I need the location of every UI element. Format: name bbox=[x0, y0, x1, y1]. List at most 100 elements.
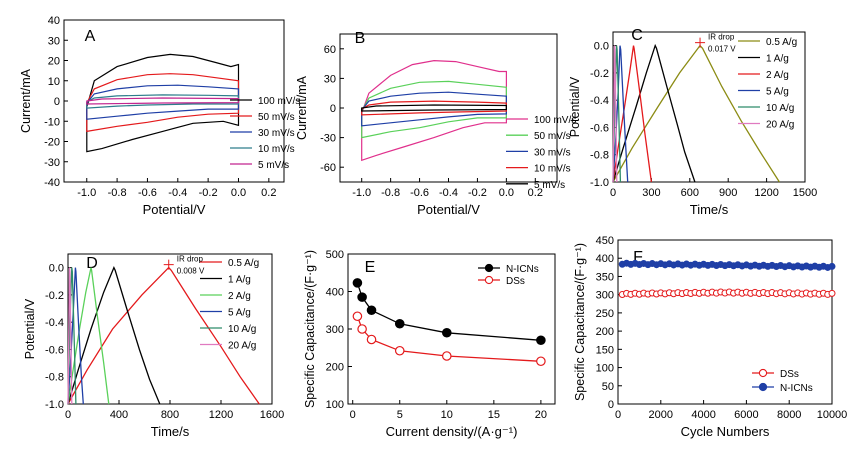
y-tick-label: -0.4 bbox=[590, 95, 609, 107]
series-line bbox=[67, 267, 77, 405]
data-point bbox=[828, 262, 836, 270]
y-tick-label: 250 bbox=[596, 308, 614, 320]
legend-label: 5 mV/s bbox=[534, 180, 565, 191]
legend-label: 5 A/g bbox=[766, 87, 789, 98]
y-tick-label: 400 bbox=[326, 287, 344, 299]
x-tick-label: -0.6 bbox=[410, 187, 429, 199]
x-tick-label: -0.4 bbox=[439, 187, 458, 199]
series-line bbox=[612, 45, 618, 183]
x-tick-label: 1600 bbox=[260, 409, 284, 421]
cv-curve bbox=[361, 100, 507, 116]
x-tick-label: -0.4 bbox=[168, 187, 187, 199]
y-tick-label: -30 bbox=[44, 157, 60, 169]
legend-label: N-ICNs bbox=[506, 264, 539, 275]
legend-label: 2 A/g bbox=[228, 291, 251, 302]
annotation-text: IR drop bbox=[177, 255, 204, 264]
legend-label: 5 A/g bbox=[228, 308, 251, 319]
y-tick-label: 0 bbox=[54, 96, 60, 108]
legend-marker bbox=[758, 382, 768, 392]
x-tick-label: 6000 bbox=[734, 409, 758, 421]
legend-label: 20 A/g bbox=[228, 341, 256, 352]
x-tick-label: 2000 bbox=[649, 409, 673, 421]
data-point bbox=[536, 335, 546, 346]
y-axis-label: Specific Capacitance/(F·g⁻¹) bbox=[573, 243, 587, 401]
x-tick-label: 10 bbox=[441, 409, 453, 421]
x-axis-label: Time/s bbox=[151, 424, 190, 439]
annotation-text: 0.017 V bbox=[708, 45, 736, 54]
cv-curve bbox=[86, 97, 240, 105]
legend-label: N-ICNs bbox=[780, 383, 813, 394]
y-tick-label: -0.2 bbox=[45, 290, 64, 302]
x-tick-label: -1.0 bbox=[77, 187, 96, 199]
x-tick-label: 5 bbox=[397, 409, 403, 421]
y-tick-label: -0.4 bbox=[45, 317, 64, 329]
x-tick-label: 0.0 bbox=[231, 187, 246, 199]
y-tick-label: 300 bbox=[596, 290, 614, 302]
panel-C: 0 300 600 900 1200 1500 -1.0 -0.8 -0.6 -0.4 -0.2 0.… bbox=[568, 27, 817, 217]
series-line bbox=[67, 266, 260, 405]
y-tick-label: -40 bbox=[44, 177, 60, 189]
legend-label: 20 A/g bbox=[766, 120, 794, 131]
cv-curve bbox=[86, 94, 240, 109]
x-axis-label: Potential/V bbox=[143, 202, 206, 217]
plot-frame bbox=[339, 33, 558, 183]
x-tick-label: 8000 bbox=[777, 409, 801, 421]
plot-area bbox=[352, 278, 546, 367]
x-tick-label: 0 bbox=[610, 187, 616, 199]
legend-label: 100 mV/s bbox=[258, 96, 300, 107]
legend-marker bbox=[484, 275, 494, 285]
x-tick-label: 0 bbox=[350, 409, 356, 421]
y-tick-label: 150 bbox=[596, 344, 614, 356]
x-tick-label: 1200 bbox=[754, 187, 778, 199]
panel-E: 0 5 10 15 20 100 200 300 400 500 Current density/(… bbox=[303, 249, 556, 439]
y-tick-label: 200 bbox=[326, 362, 344, 374]
legend-label: 50 mV/s bbox=[258, 112, 295, 123]
y-tick-label: 60 bbox=[324, 44, 336, 56]
x-tick-label: 0 bbox=[65, 409, 71, 421]
y-tick-label: 10 bbox=[48, 76, 60, 88]
plot-area bbox=[67, 265, 260, 405]
plot-area bbox=[86, 53, 240, 153]
legend-label: 0.5 A/g bbox=[228, 258, 259, 269]
panel-letter: C bbox=[631, 27, 643, 44]
y-tick-label: -60 bbox=[320, 162, 336, 174]
x-tick-label: 0.2 bbox=[261, 187, 276, 199]
y-axis-label: Potential/V bbox=[23, 298, 37, 359]
y-tick-label: 0 bbox=[330, 103, 336, 115]
legend-label: DSs bbox=[780, 369, 799, 380]
x-tick-label: -0.8 bbox=[108, 187, 127, 199]
y-tick-label: -10 bbox=[44, 116, 60, 128]
data-point bbox=[352, 278, 363, 288]
plot-area bbox=[618, 259, 836, 298]
x-tick-label: 1500 bbox=[793, 187, 817, 199]
y-tick-label: -0.2 bbox=[590, 68, 609, 80]
x-axis-label: Time/s bbox=[690, 202, 729, 217]
y-tick-label: 30 bbox=[48, 35, 60, 47]
y-tick-label: -1.0 bbox=[45, 399, 64, 411]
x-tick-label: 800 bbox=[161, 409, 179, 421]
y-axis-label: Potential/V bbox=[568, 76, 582, 137]
data-point bbox=[536, 356, 546, 367]
y-tick-label: 200 bbox=[596, 326, 614, 338]
y-tick-label: -0.6 bbox=[45, 344, 64, 356]
x-tick-label: -0.2 bbox=[199, 187, 218, 199]
x-tick-label: 0 bbox=[615, 409, 621, 421]
data-point bbox=[441, 351, 452, 361]
y-tick-label: 0.0 bbox=[594, 41, 609, 53]
x-tick-label: 900 bbox=[719, 187, 737, 199]
y-axis-label: Current/mA bbox=[295, 75, 309, 140]
legend-marker bbox=[758, 368, 768, 378]
x-tick-label: 4000 bbox=[691, 409, 715, 421]
x-tick-label: 10000 bbox=[817, 409, 848, 421]
x-axis-label: Current density/(A·g⁻¹) bbox=[386, 424, 518, 439]
cv-curve bbox=[86, 73, 240, 133]
legend-marker bbox=[484, 263, 494, 273]
y-tick-label: 20 bbox=[48, 56, 60, 68]
data-point bbox=[357, 292, 367, 302]
cv-curve bbox=[361, 91, 507, 127]
y-tick-label: 0.0 bbox=[49, 263, 64, 275]
x-tick-label: -1.0 bbox=[352, 187, 371, 199]
legend-label: 2 A/g bbox=[766, 70, 789, 81]
x-tick-label: 20 bbox=[535, 409, 547, 421]
plot-frame bbox=[612, 31, 806, 183]
